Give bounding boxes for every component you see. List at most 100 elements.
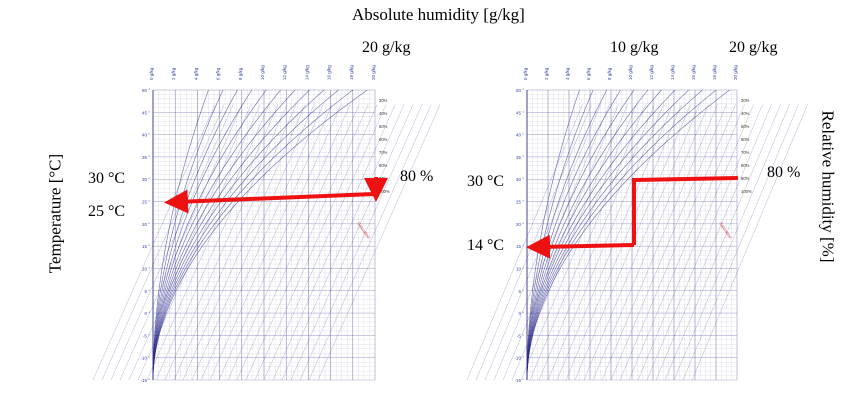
humidity-tick: 18 g/kg — [712, 65, 717, 80]
enthalpy-line — [682, 104, 799, 381]
temperature-tick: -15 ° — [514, 378, 524, 383]
enthalpy-line — [245, 104, 369, 381]
rh-tick: 100% — [379, 189, 390, 194]
enthalpy-line — [236, 104, 360, 381]
humidity-tick: 16 g/kg — [327, 65, 332, 80]
humidity-tick: 10 g/kg — [628, 65, 633, 80]
right-rh-label: 80 % — [767, 164, 801, 181]
right-abs-humidity-label-b: 20 g/kg — [729, 39, 778, 56]
enthalpy-line — [601, 104, 718, 381]
humidity-tick: 12 g/kg — [282, 65, 287, 80]
right-temp-end-label: 14 °C — [467, 237, 505, 254]
rh-curve — [526, 89, 635, 381]
rh-curve — [152, 89, 224, 381]
enthalpy-line — [92, 104, 216, 381]
enthalpy-line — [646, 104, 763, 381]
rh-curve — [152, 89, 296, 381]
enthalpy-line — [565, 104, 682, 381]
humidity-tick: 8 g/kg — [607, 67, 612, 80]
humidity-tick: 2 g/kg — [171, 67, 176, 80]
enthalpy-line — [254, 104, 378, 381]
temperature-tick: 5 ° — [144, 289, 150, 294]
temperature-tick: 15 ° — [142, 244, 150, 249]
enthalpy-line — [529, 104, 646, 381]
rh-tick: 40% — [741, 111, 750, 116]
left-temp-end-label: 25 °C — [88, 203, 126, 220]
rh-curve — [152, 89, 281, 381]
enthalpy-line — [137, 104, 261, 381]
temperature-tick: 25 ° — [516, 200, 524, 205]
rh-tick: 60% — [741, 137, 750, 142]
temperature-tick: 15 ° — [516, 244, 524, 249]
rh-tick: 80% — [379, 163, 388, 168]
temperature-tick: 0 ° — [518, 311, 524, 316]
enthalpy-line — [493, 104, 610, 381]
enthalpy-line — [664, 104, 781, 381]
enthalpy-line — [619, 104, 736, 381]
temperature-tick: 10 ° — [142, 266, 150, 271]
enthalpy-line — [272, 104, 396, 381]
enthalpy-line — [511, 104, 628, 381]
rh-curve — [152, 89, 253, 381]
rh-curve — [152, 89, 209, 381]
enthalpy-line — [164, 104, 288, 381]
temperature-tick: 20 ° — [516, 222, 524, 227]
temperature-tick: -15 ° — [140, 378, 150, 383]
humidity-tick: 16 g/kg — [691, 65, 696, 80]
enthalpy-line — [200, 104, 324, 381]
rh-tick: 30% — [741, 98, 750, 103]
enthalpy-line — [209, 104, 333, 381]
temperature-tick: 10 ° — [516, 266, 524, 271]
temperature-tick: 30 ° — [142, 177, 150, 182]
enthalpy-line — [547, 104, 664, 381]
humidity-tick: 20 g/kg — [733, 65, 738, 80]
humidity-tick: 6 g/kg — [216, 67, 221, 80]
rh-curve — [526, 89, 621, 381]
right-temp-start-label: 30 °C — [467, 173, 505, 190]
enthalpy-line — [110, 104, 234, 381]
enthalpy-line — [227, 104, 351, 381]
right-psychrometric-chart: 50 ° 45 ° 40 ° 35 ° 30 ° 25 ° 20 ° 15 ° 10 ° 5 ° 0… — [466, 65, 808, 383]
temperature-tick: -10 ° — [514, 356, 524, 361]
enthalpy-line — [281, 104, 405, 381]
rh-curve — [152, 89, 325, 381]
enthalpy-line — [101, 104, 225, 381]
rh-curve — [526, 89, 689, 381]
rh-tick: 70% — [379, 150, 388, 155]
left-rh-label: 80 % — [400, 168, 434, 185]
rh-curve — [152, 89, 238, 381]
enthalpy-line — [520, 104, 637, 381]
enthalpy-line — [191, 104, 315, 381]
enthalpy-line — [263, 104, 387, 381]
temperature-tick: 30 ° — [516, 177, 524, 182]
temperature-tick: -5 ° — [143, 333, 150, 338]
enthalpy-line — [583, 104, 700, 381]
humidity-tick: 14 g/kg — [304, 65, 309, 80]
enthalpy-line — [610, 104, 727, 381]
humidity-tick: 0 g/kg — [149, 67, 154, 80]
temperature-tick: 45 ° — [142, 110, 150, 115]
rh-tick: 40% — [379, 111, 388, 116]
rh-curve — [526, 89, 676, 381]
enthalpy-line — [155, 104, 279, 381]
temperature-tick: 5 ° — [518, 289, 524, 294]
enthalpy-line — [119, 104, 243, 381]
rh-curve — [526, 89, 730, 381]
enthalpy-line — [317, 104, 441, 381]
rh-tick: 50% — [741, 124, 750, 129]
humidity-tick: 8 g/kg — [238, 67, 243, 80]
temperature-tick: 35 ° — [142, 155, 150, 160]
temperature-tick: 40 ° — [516, 133, 524, 138]
temperature-tick: -5 ° — [517, 333, 524, 338]
left-horizontal-arrow — [164, 189, 375, 214]
rh-tick: 30% — [379, 98, 388, 103]
rh-curve — [526, 89, 703, 381]
right-cooling-path — [632, 176, 739, 245]
enthalpy-line — [673, 104, 790, 381]
rh-tick: 90% — [379, 176, 388, 181]
rh-tick: 90% — [741, 176, 750, 181]
humidity-tick: 12 g/kg — [649, 65, 654, 80]
enthalpy-line — [592, 104, 709, 381]
temperature-tick: 50 ° — [142, 88, 150, 93]
